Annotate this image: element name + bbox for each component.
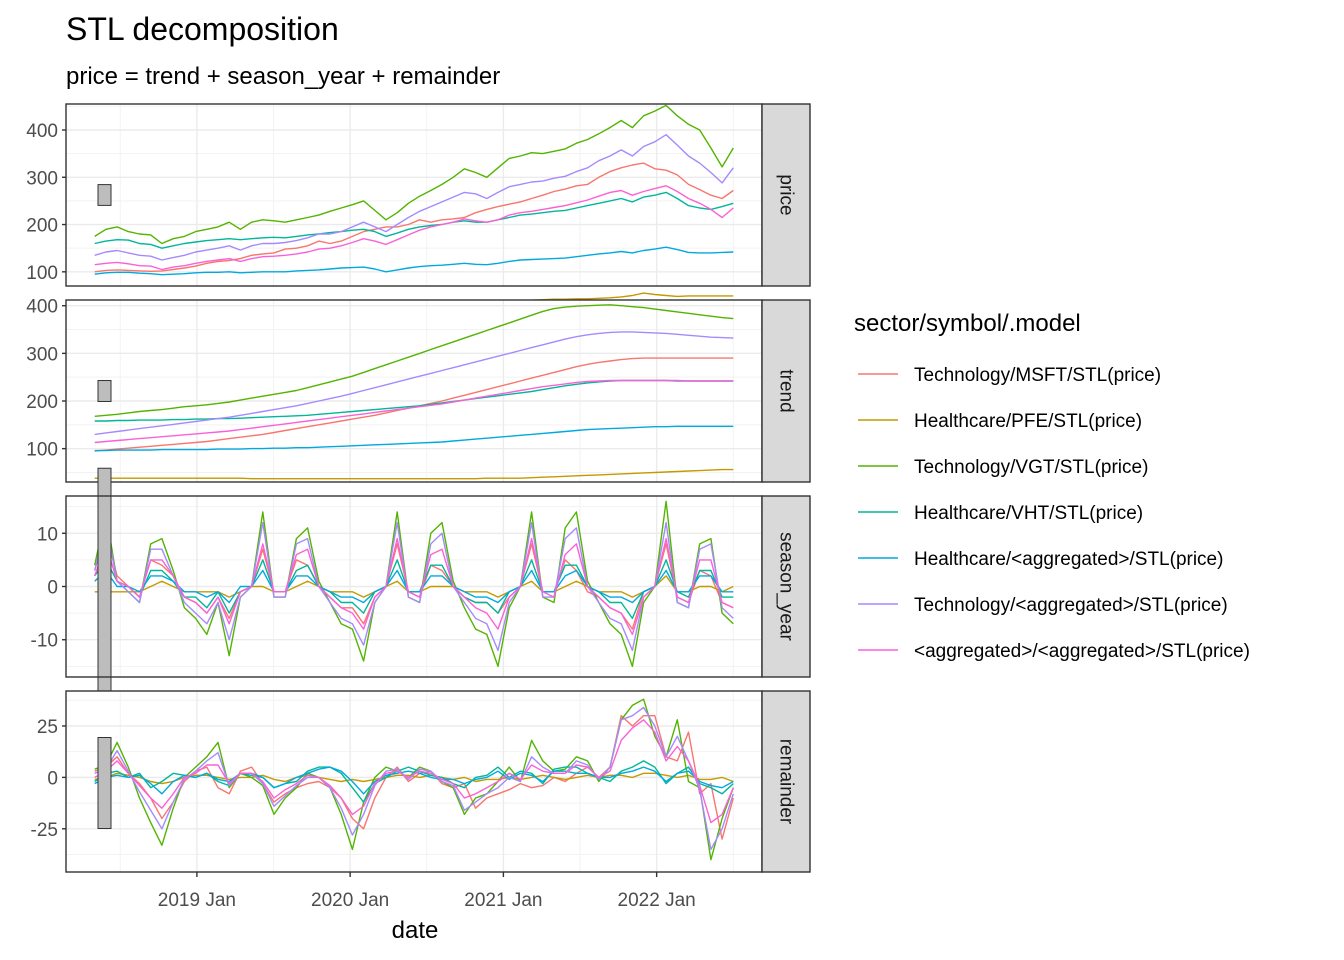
- legend-label: <aggregated>/<aggregated>/STL(price): [914, 641, 1250, 662]
- strip-label: trend: [776, 369, 797, 412]
- x-tick-label: 2019 Jan: [158, 890, 236, 911]
- chart-subtitle: price = trend + season_year + remainder: [66, 63, 500, 90]
- series-line-vht: [94, 191, 734, 249]
- y-tick-label: 100: [26, 263, 58, 284]
- strip-remainder: [761, 690, 811, 873]
- series-line-vgt: [94, 104, 734, 245]
- series-line-hagg: [94, 766, 734, 795]
- y-tick-label: 0: [47, 578, 58, 599]
- y-tick-label: 300: [26, 168, 58, 189]
- series-line-tagg: [94, 521, 734, 652]
- scale-bar: [97, 737, 112, 829]
- strip-season_year: [761, 495, 811, 678]
- y-tick-label: 200: [26, 216, 58, 237]
- y-tick-label: 200: [26, 392, 58, 413]
- scale-bar: [97, 184, 112, 206]
- y-tick-label: 300: [26, 344, 58, 365]
- series-line-vgt: [94, 304, 734, 417]
- y-tick-label: 400: [26, 121, 58, 142]
- series-line-hagg: [94, 569, 734, 604]
- x-axis: 2019 Jan 2020 Jan 2021 Jan 2022 Jan: [158, 872, 696, 911]
- panel-background: [66, 300, 762, 482]
- y-tick-label: 400: [26, 297, 58, 318]
- legend: sector/symbol/.model Technology/MSFT/STL…: [854, 310, 1250, 662]
- legend-label: Technology/VGT/STL(price): [914, 457, 1148, 478]
- facet-panels: 100200300400price100200300400trend-10010…: [26, 103, 811, 873]
- series-line-msft: [94, 162, 734, 273]
- scale-bar: [97, 467, 112, 705]
- series-line-hagg: [94, 425, 734, 452]
- series-line-agg: [94, 537, 734, 636]
- strip-trend: [761, 299, 811, 483]
- series-line-agg: [94, 185, 734, 271]
- strip-label: season_year: [776, 532, 797, 641]
- strip-label: remainder: [776, 739, 797, 825]
- panel-remainder: -25 0 25 remainder: [31, 690, 811, 873]
- x-axis-label: date: [392, 917, 439, 944]
- y-tick-label: 25: [37, 717, 58, 738]
- y-tick-label: 100: [26, 440, 58, 461]
- series-line-hagg: [94, 246, 734, 276]
- series-line-tagg: [94, 331, 734, 436]
- y-tick-label: 10: [37, 524, 58, 545]
- legend-label: Healthcare/<aggregated>/STL(price): [914, 549, 1223, 570]
- series-line-agg: [94, 379, 734, 444]
- series-line-pfe: [94, 468, 734, 480]
- panel-season_year: -10 0 10 season_year: [31, 467, 811, 705]
- legend-label: Healthcare/VHT/STL(price): [914, 503, 1143, 524]
- panel-price: 100 200 300 400 price: [26, 103, 811, 304]
- legend-label: Healthcare/PFE/STL(price): [914, 411, 1142, 432]
- legend-label: Technology/<aggregated>/STL(price): [914, 595, 1228, 616]
- y-tick-label: 0: [47, 768, 58, 789]
- strip-price: [761, 103, 811, 287]
- series-line-agg: [94, 719, 734, 824]
- strip-label: price: [776, 174, 797, 215]
- scale-bar: [97, 380, 112, 402]
- series-line-tagg: [94, 134, 734, 261]
- panel-trend: 100 200 300 400 trend: [26, 297, 811, 483]
- chart-title: STL decomposition: [66, 11, 339, 47]
- legend-title: sector/symbol/.model: [854, 310, 1081, 337]
- y-tick-label: -10: [31, 631, 58, 652]
- x-tick-label: 2020 Jan: [311, 890, 389, 911]
- legend-label: Technology/MSFT/STL(price): [914, 365, 1161, 386]
- x-tick-label: 2022 Jan: [618, 890, 696, 911]
- x-tick-label: 2021 Jan: [464, 890, 542, 911]
- y-tick-label: -25: [31, 820, 58, 841]
